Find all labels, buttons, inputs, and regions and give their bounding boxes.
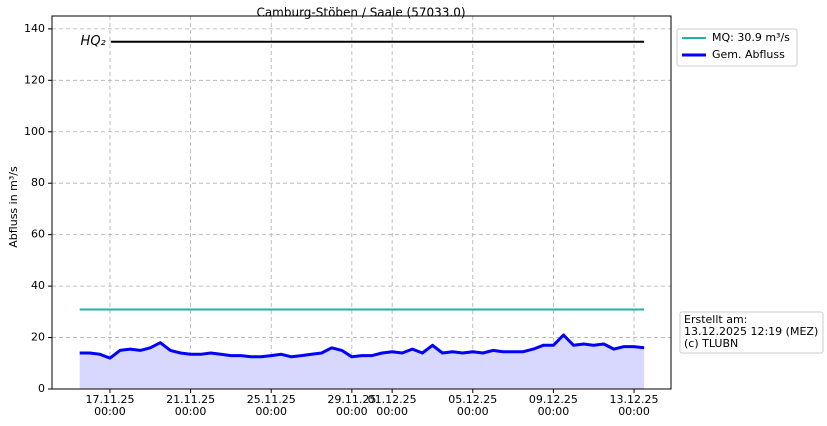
chart-title: Camburg-Stöben / Saale (57033.0) xyxy=(256,6,465,20)
area xyxy=(79,335,645,389)
annotation-text: (c) TLUBN xyxy=(684,337,738,350)
y-tick-label: 20 xyxy=(31,331,45,344)
legend-box xyxy=(676,28,798,67)
x-tick-label: 05.12.25 00:00 xyxy=(448,393,497,418)
line xyxy=(79,333,645,360)
y-tick-label: 40 xyxy=(31,279,45,292)
x-tick-label: 29.11.25 00:00 xyxy=(327,393,376,418)
y-tick-label: 80 xyxy=(31,176,45,189)
x-tick-label: 25.11.25 00:00 xyxy=(247,393,296,418)
annotation-text: Erstellt am: xyxy=(684,313,747,326)
x-tick-label: 01.12.25 00:00 xyxy=(368,393,417,418)
legend-label: Gem. Abfluss xyxy=(712,48,785,61)
y-tick-label: 100 xyxy=(24,125,45,138)
x-tick-label: 17.11.25 00:00 xyxy=(85,393,134,418)
x-tick-label: 13.12.25 00:00 xyxy=(610,393,659,418)
annotation-text: 13.12.2025 12:19 (MEZ) xyxy=(684,325,818,338)
y-tick-label: 0 xyxy=(38,382,45,395)
y-axis-label: Abfluss in m³/s xyxy=(7,166,20,248)
annotation-box xyxy=(679,311,824,354)
plot-frame xyxy=(51,15,672,390)
hq2-label: HQ₂ xyxy=(81,34,106,49)
x-tick-label: 21.11.25 00:00 xyxy=(166,393,215,418)
x-tick-label: 09.12.25 00:00 xyxy=(529,393,578,418)
y-tick-label: 60 xyxy=(31,228,45,241)
legend-label: MQ: 30.9 m³/s xyxy=(712,31,790,44)
y-tick-label: 140 xyxy=(24,22,45,35)
y-tick-label: 120 xyxy=(24,73,45,86)
